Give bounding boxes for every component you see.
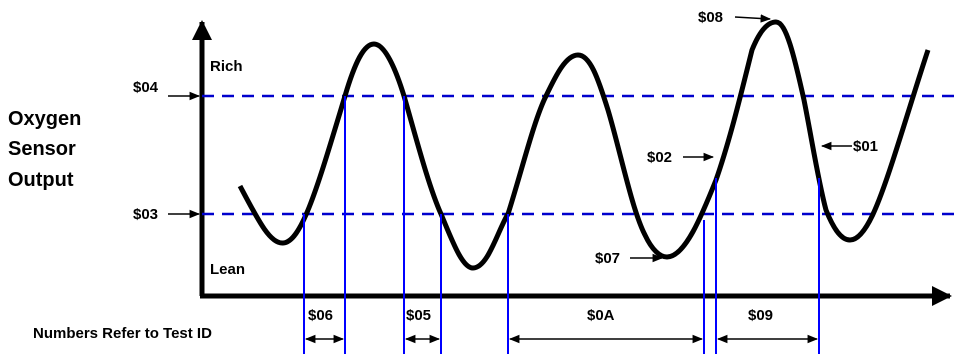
point-label-02: $02	[647, 149, 672, 166]
interval-label-09: $09	[748, 307, 773, 324]
y-axis-label-line: Oxygen	[8, 108, 81, 130]
rich-label: Rich	[210, 58, 243, 75]
y-axis-label-line: Sensor	[8, 138, 76, 160]
threshold-label-04: $04	[133, 79, 159, 96]
interval-label-0A: $0A	[587, 307, 615, 324]
caption: Numbers Refer to Test ID	[33, 325, 212, 342]
threshold-label-03: $03	[133, 206, 158, 223]
y-axis-label-line: Output	[8, 169, 74, 191]
point-label-01: $01	[853, 138, 878, 155]
interval-label-05: $05	[406, 307, 431, 324]
point-label-07: $07	[595, 250, 620, 267]
point-arrows	[168, 14, 852, 263]
point-label-08: $08	[698, 9, 723, 26]
interval-label-06: $06	[308, 307, 333, 324]
interval-markers	[303, 96, 820, 354]
sensor-waveform	[237, 19, 931, 271]
pointer-arrow-08	[734, 14, 772, 23]
lean-label: Lean	[210, 261, 245, 278]
